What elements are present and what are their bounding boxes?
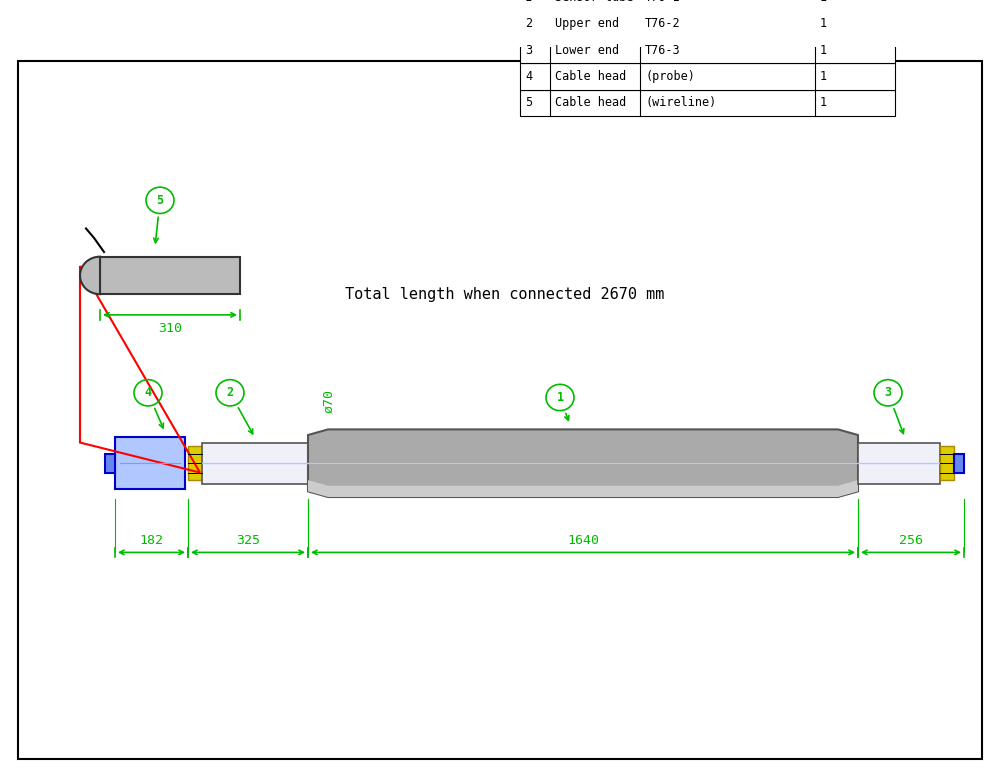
Bar: [105, 454, 115, 472]
Text: 1: 1: [525, 0, 532, 4]
Text: (wireline): (wireline): [645, 96, 716, 109]
Bar: [115, 437, 185, 489]
Text: (probe): (probe): [645, 70, 695, 83]
Text: Sensor tube: Sensor tube: [555, 0, 633, 4]
Text: 3: 3: [884, 386, 892, 400]
Bar: [520, 37, 895, 63]
Bar: [520, 63, 895, 90]
Text: Cable head: Cable head: [555, 70, 626, 83]
Text: 5: 5: [156, 194, 164, 207]
Polygon shape: [308, 480, 858, 497]
Text: 1: 1: [820, 17, 827, 30]
Text: 1: 1: [820, 43, 827, 56]
Bar: [954, 454, 964, 472]
Text: T76-3: T76-3: [645, 43, 681, 56]
Bar: [520, 0, 895, 11]
Bar: [520, 11, 895, 37]
Text: 256: 256: [899, 533, 923, 547]
Text: 2: 2: [525, 17, 532, 30]
Text: ø70: ø70: [322, 389, 335, 413]
Text: 2: 2: [226, 386, 234, 400]
Text: 1640: 1640: [567, 533, 599, 547]
Text: 1: 1: [820, 0, 827, 4]
Text: 5: 5: [525, 96, 532, 109]
Text: T76-2: T76-2: [645, 17, 681, 30]
Text: T76-1: T76-1: [645, 0, 681, 4]
Text: 1: 1: [556, 391, 564, 404]
Text: 1: 1: [820, 96, 827, 109]
Text: 325: 325: [236, 533, 260, 547]
Bar: [520, 90, 895, 116]
Bar: [202, 443, 308, 484]
Text: 182: 182: [140, 533, 164, 547]
Polygon shape: [308, 429, 858, 497]
Bar: [188, 446, 202, 480]
Text: 4: 4: [525, 70, 532, 83]
Text: Upper end: Upper end: [555, 17, 619, 30]
Text: 4: 4: [144, 386, 152, 400]
Text: 310: 310: [158, 322, 182, 335]
Bar: [858, 443, 940, 484]
Bar: [100, 257, 240, 295]
Text: 1: 1: [820, 70, 827, 83]
Text: 3: 3: [525, 43, 532, 56]
Text: Lower end: Lower end: [555, 43, 619, 56]
Text: Total length when connected 2670 mm: Total length when connected 2670 mm: [345, 287, 664, 301]
Text: Cable head: Cable head: [555, 96, 626, 109]
Bar: [940, 446, 954, 480]
Wedge shape: [80, 257, 100, 295]
